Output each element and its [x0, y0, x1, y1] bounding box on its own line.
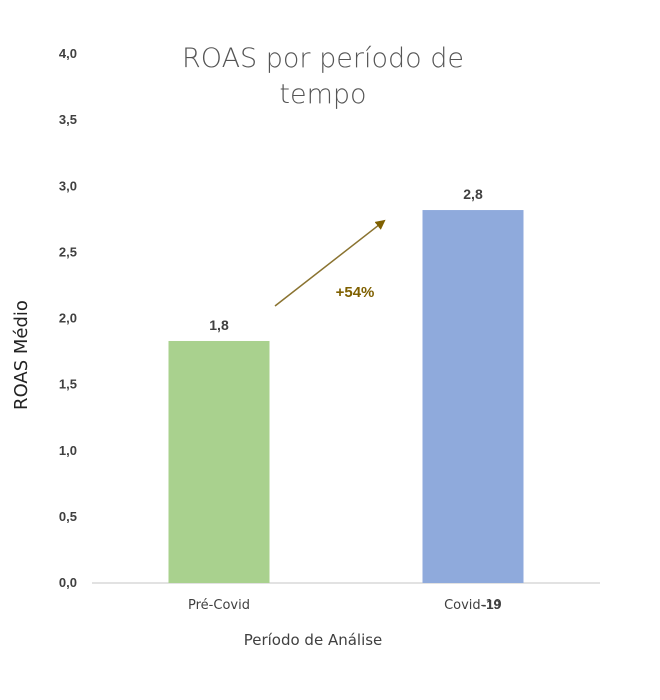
data-label-2: 2,8: [463, 186, 483, 202]
category-label-2: Covid-19: [444, 598, 502, 613]
category-label-1: Pré-Covid: [188, 598, 250, 613]
y-tick-label: 1,5: [59, 377, 77, 392]
growth-arrow: [274, 219, 386, 307]
data-label-1: 1,8: [209, 317, 229, 333]
y-tick-label: 0,0: [59, 575, 77, 590]
y-axis-label: ROAS Médio: [11, 300, 32, 410]
bar-1: [168, 340, 270, 583]
x-axis-label: Período de Análise: [244, 631, 383, 649]
bars: [168, 210, 524, 583]
bar-2: [422, 210, 524, 583]
y-tick-label: 1,0: [59, 443, 77, 458]
overlay-fragment: -19: [482, 597, 501, 612]
y-tick-label: 3,0: [59, 178, 77, 193]
y-tick-label: 3,5: [59, 112, 77, 127]
chart-title-line-1: ROAS por período de: [182, 43, 464, 74]
y-tick-label: 0,5: [59, 509, 77, 524]
chart-title-line-2: tempo: [279, 79, 366, 110]
y-axis-ticks: 0,0 0,5 1,0 1,5 2,0 2,5 3,0 3,5 4,0: [59, 46, 77, 590]
data-labels: 1,8 2,8: [209, 186, 483, 333]
growth-annotation: +54%: [336, 284, 375, 301]
category-labels: Pré-Covid Covid-19: [188, 598, 502, 613]
y-tick-label: 2,5: [59, 244, 77, 259]
y-tick-label: 2,0: [59, 311, 77, 326]
y-tick-label: 4,0: [59, 46, 77, 61]
